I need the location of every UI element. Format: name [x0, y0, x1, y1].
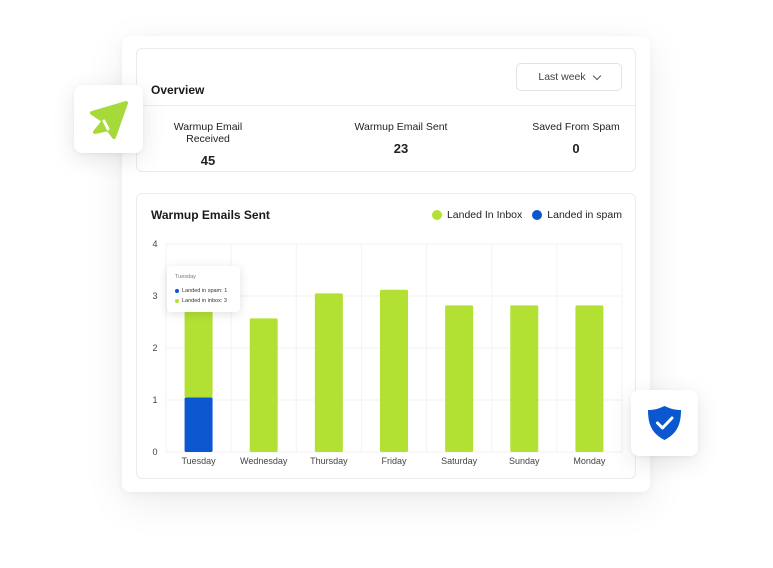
x-tick-label: Friday [381, 456, 407, 466]
chart-panel: Warmup Emails Sent Landed In Inbox Lande… [136, 193, 636, 479]
x-tick-label: Saturday [441, 456, 478, 466]
y-tick-label: 1 [152, 395, 157, 405]
tooltip-swatch [175, 299, 179, 303]
divider [137, 105, 635, 106]
bar-chart: 0 1 2 3 4 Tuesday Wednesday Thursday Friday Satur… [152, 239, 623, 466]
send-arrow-icon [90, 101, 128, 139]
stat-emails-received: Warmup Email Received 45 [151, 121, 265, 168]
chart-tooltip: Tuesday Landed in spam: 1 Landed in inbo… [167, 266, 240, 312]
legend-item-inbox[interactable]: Landed In Inbox [431, 209, 523, 221]
tooltip-title: Tuesday [175, 274, 196, 280]
stat-value: 23 [393, 141, 409, 156]
tooltip-row-label: Landed in spam: 1 [182, 288, 228, 294]
bar [249, 318, 278, 452]
tooltip-row-spam: Landed in spam: 1 [175, 288, 227, 294]
period-dropdown[interactable]: Last week [516, 63, 622, 91]
y-tick-label: 4 [152, 239, 157, 249]
legend-item-spam[interactable]: Landed in spam [532, 209, 622, 221]
security-badge [631, 390, 698, 456]
stat-label: Warmup Email Sent [354, 121, 448, 133]
stat-emails-sent: Warmup Email Sent 23 [343, 121, 459, 156]
stat-label: Saved From Spam [532, 121, 620, 133]
bar [510, 305, 539, 452]
bar [575, 305, 604, 452]
bar [445, 305, 474, 452]
bar [314, 293, 343, 452]
stat-label: Warmup Email Received [173, 121, 243, 145]
legend-label: Landed In Inbox [446, 209, 523, 221]
legend-label: Landed in spam [547, 209, 622, 221]
shield-check-icon [648, 406, 681, 440]
overview-title: Overview [151, 83, 205, 97]
warmup-dashboard-card: Overview Last week Warmup Email Received… [122, 36, 650, 492]
y-tick-label: 3 [152, 291, 157, 301]
y-tick-label: 2 [152, 343, 157, 353]
x-tick-label: Monday [573, 456, 606, 466]
chart-title: Warmup Emails Sent [151, 208, 270, 222]
bar [184, 306, 213, 398]
period-dropdown-label: Last week [538, 71, 586, 83]
chart-legend: Landed In Inbox Landed in spam [431, 209, 622, 221]
tooltip-row-inbox: Landed in inbox: 3 [175, 298, 227, 304]
x-tick-label: Thursday [310, 456, 348, 466]
x-tick-label: Wednesday [240, 456, 288, 466]
overview-panel: Overview Last week Warmup Email Received… [136, 48, 636, 172]
tooltip-swatch [175, 289, 179, 293]
stat-value: 45 [200, 153, 216, 168]
send-badge [74, 85, 143, 153]
y-tick-label: 0 [152, 447, 157, 457]
legend-swatch-inbox [431, 210, 442, 220]
chevron-down-icon [592, 71, 601, 80]
bar [380, 289, 408, 452]
legend-swatch-spam [532, 210, 543, 220]
tooltip-row-label: Landed in inbox: 3 [182, 298, 227, 304]
stat-value: 0 [572, 141, 580, 156]
x-tick-label: Sunday [509, 456, 540, 466]
stat-saved-from-spam: Saved From Spam 0 [531, 121, 621, 156]
bar [184, 397, 213, 452]
x-tick-label: Tuesday [181, 456, 216, 466]
